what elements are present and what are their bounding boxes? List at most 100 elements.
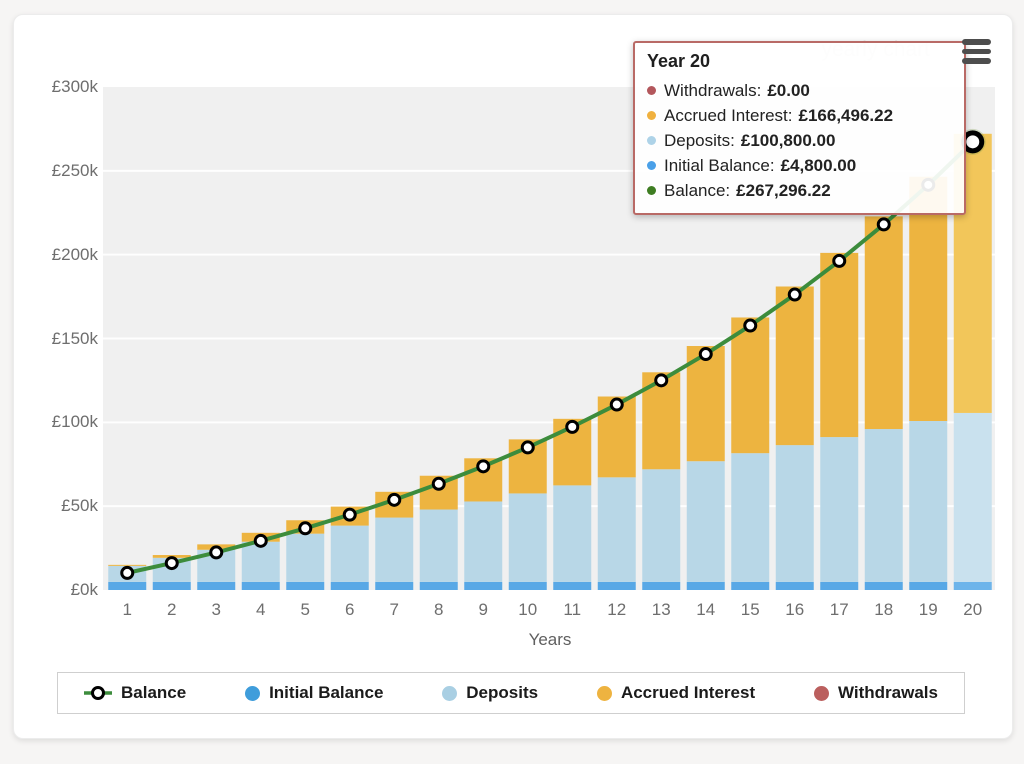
tooltip-row: Balance: £267,296.22 [647, 178, 952, 203]
balance-marker-year-6[interactable] [342, 507, 357, 522]
legend-item-withdrawals[interactable]: Withdrawals [814, 683, 938, 703]
series-bullet-icon [647, 161, 656, 170]
tooltip-row-label: Initial Balance: [664, 155, 775, 175]
y-axis-tick: £0k [70, 580, 98, 599]
bar-year-16[interactable] [775, 286, 814, 590]
segment-accrued-interest [909, 176, 948, 421]
balance-marker-year-4[interactable] [253, 533, 268, 548]
segment-deposits [775, 445, 814, 582]
segment-deposits [286, 533, 325, 582]
balance-marker-year-1[interactable] [120, 565, 135, 580]
legend-item-balance[interactable]: Balance [84, 683, 186, 703]
chart-legend: Balance Initial Balance Deposits Accrued In… [57, 672, 965, 714]
x-axis-tick: 1 [122, 600, 132, 619]
segment-initial-balance [953, 581, 992, 590]
segment-deposits [686, 461, 725, 582]
x-axis-tick: 14 [696, 600, 716, 619]
segment-initial-balance [419, 581, 458, 590]
balance-marker-year-5[interactable] [298, 521, 313, 536]
tooltip-row-value: £4,800.00 [780, 155, 857, 175]
segment-accrued-interest [686, 346, 725, 462]
y-axis-tick: £200k [51, 244, 98, 264]
balance-marker-year-18[interactable] [876, 217, 891, 232]
initial-balance-dot-icon [245, 685, 261, 701]
x-axis-tick: 4 [256, 600, 266, 619]
x-axis-tick: 11 [563, 600, 582, 619]
x-axis-tick: 20 [963, 600, 983, 619]
segment-initial-balance [330, 581, 369, 590]
withdrawals-dot-icon [814, 685, 829, 701]
chart-tooltip: Year 20 Withdrawals: £0.00 Accrued Interes… [633, 41, 966, 215]
bar-year-9[interactable] [464, 458, 503, 590]
segment-deposits [508, 493, 547, 582]
bar-year-10[interactable] [508, 439, 547, 590]
balance-marker-year-3[interactable] [209, 545, 224, 560]
legend-item-initial-balance[interactable]: Initial Balance [245, 683, 383, 703]
balance-marker-year-2[interactable] [164, 556, 179, 571]
segment-initial-balance [686, 581, 725, 590]
segment-initial-balance [642, 581, 681, 590]
y-axis-tick: £150k [51, 328, 98, 348]
segment-initial-balance [375, 581, 414, 590]
x-axis-tick: 10 [518, 600, 538, 619]
tooltip-row-value: £166,496.22 [798, 105, 894, 125]
balance-marker-year-10[interactable] [520, 440, 535, 455]
bar-year-14[interactable] [686, 346, 725, 590]
legend-item-label: Accrued Interest [620, 683, 756, 702]
x-axis-tick: 15 [740, 600, 760, 619]
y-axis-tick: £300k [51, 77, 98, 96]
balance-marker-year-11[interactable] [565, 419, 580, 434]
segment-initial-balance [286, 581, 325, 590]
balance-marker-year-16[interactable] [787, 287, 802, 302]
bar-year-15[interactable] [731, 317, 770, 590]
segment-deposits [419, 509, 458, 582]
bar-year-12[interactable] [597, 396, 636, 590]
segment-accrued-interest [108, 564, 147, 566]
x-axis-tick: 2 [167, 600, 177, 619]
balance-marker-year-15[interactable] [743, 318, 758, 333]
x-axis-tick: 17 [829, 600, 849, 619]
balance-line [125, 139, 975, 575]
tooltip-row-value: £267,296.22 [736, 180, 831, 200]
segment-initial-balance [731, 581, 770, 590]
segment-accrued-interest [820, 252, 859, 438]
x-axis-title: Years [528, 630, 572, 649]
y-axis-tick: £100k [51, 412, 98, 432]
balance-marker-year-8[interactable] [431, 476, 446, 491]
bar-year-19[interactable] [909, 176, 948, 590]
bar-year-8[interactable] [419, 475, 458, 590]
legend-item-deposits[interactable]: Deposits [442, 683, 538, 703]
balance-marker-year-14[interactable] [698, 347, 713, 362]
balance-marker-year-9[interactable] [476, 459, 491, 474]
segment-deposits [731, 453, 770, 582]
balance-marker-year-13[interactable] [654, 373, 669, 388]
bar-year-18[interactable] [864, 216, 903, 590]
bar-year-11[interactable] [553, 418, 592, 590]
segment-initial-balance [597, 581, 636, 590]
bar-year-5[interactable] [286, 520, 325, 590]
x-axis-tick: 5 [300, 600, 310, 619]
segment-deposits [375, 517, 414, 582]
balance-marker-year-20[interactable] [961, 130, 985, 154]
bar-year-17[interactable] [820, 252, 859, 590]
segment-accrued-interest [775, 286, 814, 446]
balance-marker-year-7[interactable] [387, 492, 402, 507]
segment-deposits [953, 412, 992, 582]
legend-item-label: Initial Balance [269, 683, 384, 702]
tooltip-row: Accrued Interest: £166,496.22 [647, 103, 952, 128]
legend-item-accrued-interest[interactable]: Accrued Interest [596, 683, 756, 703]
bar-year-13[interactable] [642, 372, 681, 590]
segment-accrued-interest [731, 317, 770, 454]
tooltip-title: Year 20 [647, 51, 711, 71]
segment-deposits [553, 485, 592, 582]
tooltip-row-value: £100,800.00 [740, 130, 836, 150]
x-axis-tick: 7 [389, 600, 399, 619]
balance-marker-year-17[interactable] [832, 253, 847, 268]
segment-initial-balance [464, 581, 503, 590]
chart-menu-button[interactable] [962, 39, 992, 67]
y-axis-tick: £50k [61, 496, 98, 516]
segment-initial-balance [553, 581, 592, 590]
deposits-dot-icon [442, 685, 458, 701]
legend-item-label: Deposits [466, 683, 539, 702]
balance-marker-year-12[interactable] [609, 397, 624, 412]
